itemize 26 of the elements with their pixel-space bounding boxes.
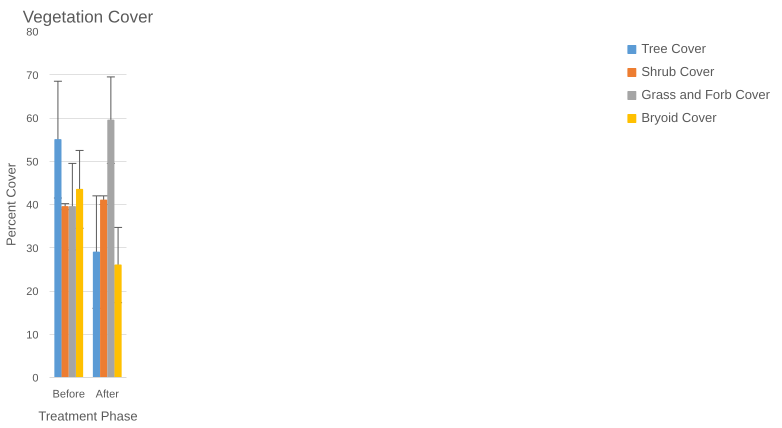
y-tick-label: 10 bbox=[26, 329, 39, 342]
bar bbox=[68, 206, 76, 378]
y-tick-label: 80 bbox=[26, 26, 39, 38]
bar bbox=[107, 120, 114, 378]
bar bbox=[76, 188, 84, 378]
legend-label: Shrub Cover bbox=[641, 64, 714, 79]
bar bbox=[100, 200, 108, 378]
legend-label: Tree Cover bbox=[641, 41, 706, 56]
x-axis-title: Treatment Phase bbox=[38, 408, 138, 424]
bar bbox=[92, 252, 100, 378]
y-tick-label: 40 bbox=[26, 200, 39, 212]
y-tick-label: 50 bbox=[26, 156, 39, 168]
legend-label: Bryoid Cover bbox=[641, 110, 717, 125]
y-axis-title: Percent Cover bbox=[3, 162, 18, 246]
y-tick-label: 20 bbox=[26, 286, 39, 298]
legend-label: Grass and Forb Cover bbox=[641, 87, 770, 102]
x-tick-label: Before bbox=[52, 388, 85, 400]
bar bbox=[62, 206, 69, 378]
y-tick-label: 60 bbox=[26, 113, 39, 125]
chart-title: Vegetation Cover bbox=[22, 8, 154, 26]
y-tick-label: 0 bbox=[32, 372, 39, 384]
y-tick-label: 70 bbox=[26, 70, 39, 82]
bar bbox=[54, 139, 62, 378]
bar bbox=[114, 264, 122, 378]
y-tick-label: 30 bbox=[26, 242, 39, 255]
x-tick-label: After bbox=[96, 388, 120, 400]
